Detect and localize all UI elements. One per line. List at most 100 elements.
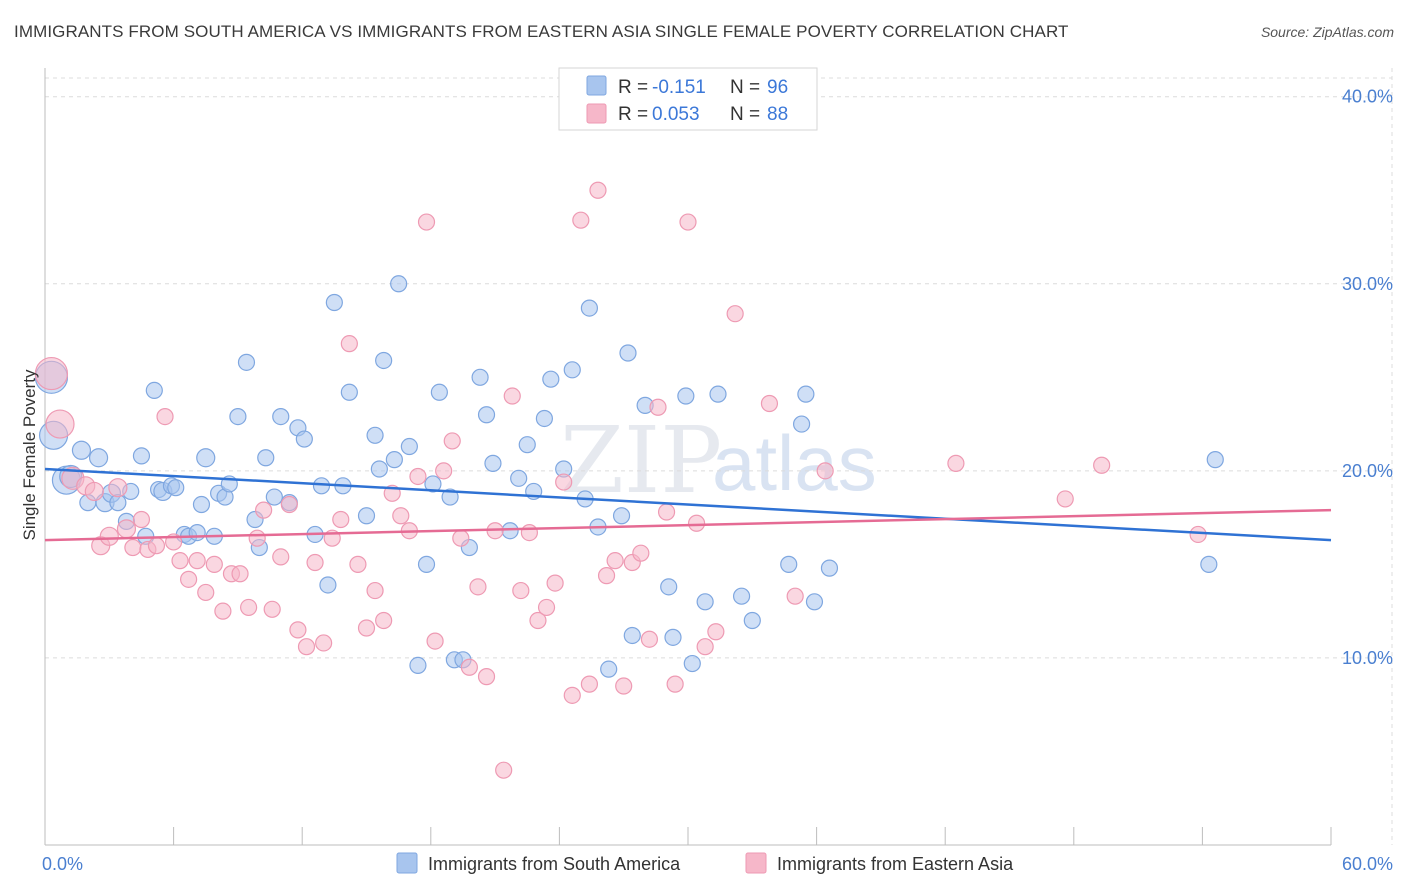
point-eastern-asia (687, 514, 706, 532)
point-eastern-asia (375, 611, 393, 630)
point-south-america (192, 495, 211, 514)
point-eastern-asia (640, 630, 659, 648)
point-eastern-asia (546, 574, 564, 592)
point-eastern-asia (349, 555, 367, 573)
point-eastern-asia (563, 686, 581, 704)
point-south-america (375, 351, 393, 370)
point-eastern-asia (306, 553, 324, 572)
point-south-america (619, 344, 637, 362)
point-eastern-asia (84, 481, 104, 502)
point-eastern-asia (657, 503, 676, 521)
point-eastern-asia (452, 529, 470, 547)
point-eastern-asia (34, 356, 69, 391)
point-eastern-asia (332, 510, 350, 529)
point-eastern-asia (147, 537, 166, 555)
bottom-legend-label-south-america: Immigrants from South America (428, 854, 681, 874)
point-eastern-asia (214, 602, 232, 620)
bottom-legend-swatch-blue (396, 852, 418, 874)
point-south-america (366, 426, 384, 444)
x-tick-labels: 0.0% 60.0% (42, 854, 1393, 874)
point-eastern-asia (240, 598, 258, 617)
point-eastern-asia (272, 548, 290, 566)
point-south-america (683, 654, 701, 673)
point-eastern-asia (786, 587, 804, 605)
point-eastern-asia (495, 761, 513, 779)
point-south-america (132, 447, 151, 465)
point-south-america (340, 383, 358, 401)
point-eastern-asia (366, 581, 384, 600)
point-south-america (188, 523, 206, 542)
point-south-america (563, 361, 581, 379)
point-south-america (257, 449, 275, 467)
point-eastern-asia (726, 305, 744, 323)
point-eastern-asia (632, 544, 650, 562)
point-eastern-asia (426, 632, 444, 650)
point-eastern-asia (580, 675, 599, 693)
point-south-america (471, 368, 489, 386)
point-south-america (325, 293, 343, 312)
trend-line-eastern-asia (44, 508, 1332, 542)
point-south-america (400, 437, 418, 456)
y-tick-label: 30.0% (1342, 274, 1393, 294)
legend-swatch-blue (586, 75, 607, 96)
point-south-america (484, 454, 502, 472)
point-eastern-asia (435, 462, 453, 480)
point-eastern-asia (460, 658, 478, 676)
legend-n-value-1: 96 (767, 77, 788, 98)
point-eastern-asia (947, 454, 965, 472)
legend-r-label-1: R = (618, 77, 648, 98)
point-south-america (535, 409, 553, 428)
point-eastern-asia (589, 181, 607, 199)
y-axis-label: Single Female Poverty (20, 369, 39, 541)
point-south-america (510, 469, 528, 487)
point-eastern-asia (760, 394, 779, 413)
point-eastern-asia (555, 473, 573, 491)
chart-title: IMMIGRANTS FROM SOUTH AMERICA VS IMMIGRA… (14, 22, 1069, 41)
point-eastern-asia (469, 578, 487, 596)
point-south-america (612, 507, 631, 525)
point-south-america (780, 555, 798, 573)
point-south-america (696, 593, 714, 611)
point-eastern-asia (263, 600, 281, 618)
point-south-america (677, 387, 695, 405)
x-tick-label: 0.0% (42, 854, 83, 874)
point-south-america (385, 451, 403, 469)
point-eastern-asia (156, 408, 174, 426)
point-eastern-asia (280, 495, 298, 514)
point-eastern-asia (615, 677, 633, 695)
trend-line-south-america (44, 467, 1332, 542)
point-eastern-asia (512, 581, 530, 600)
bottom-legend-swatch-pink (745, 852, 767, 874)
legend: R = -0.151 N = 96 R = 0.053 N = 88 (558, 67, 818, 131)
point-eastern-asia (255, 501, 273, 519)
point-south-america (88, 448, 109, 468)
point-south-america (441, 488, 459, 506)
point-south-america (518, 436, 536, 454)
legend-r-value-2: 0.053 (652, 104, 700, 125)
point-eastern-asia (1189, 525, 1207, 544)
point-eastern-asia (696, 638, 714, 656)
point-south-america (196, 448, 216, 468)
legend-r-label-2: R = (618, 104, 648, 125)
point-south-america (820, 559, 839, 577)
point-eastern-asia (572, 211, 590, 229)
point-south-america (477, 406, 496, 424)
point-south-america (580, 299, 599, 317)
point-eastern-asia (816, 462, 834, 480)
y-tick-label: 20.0% (1342, 461, 1393, 481)
point-south-america (272, 408, 290, 426)
point-eastern-asia (392, 507, 410, 525)
point-eastern-asia (606, 552, 624, 570)
point-eastern-asia (529, 611, 547, 630)
point-south-america (145, 381, 163, 400)
axes (44, 68, 1332, 846)
point-south-america (1206, 451, 1224, 469)
point-eastern-asia (205, 555, 223, 573)
point-eastern-asia (188, 552, 206, 570)
point-south-america (417, 555, 436, 573)
point-eastern-asia (132, 510, 151, 529)
legend-r-value-1: -0.151 (652, 77, 706, 98)
point-south-america (732, 587, 751, 605)
point-south-america (797, 385, 815, 403)
